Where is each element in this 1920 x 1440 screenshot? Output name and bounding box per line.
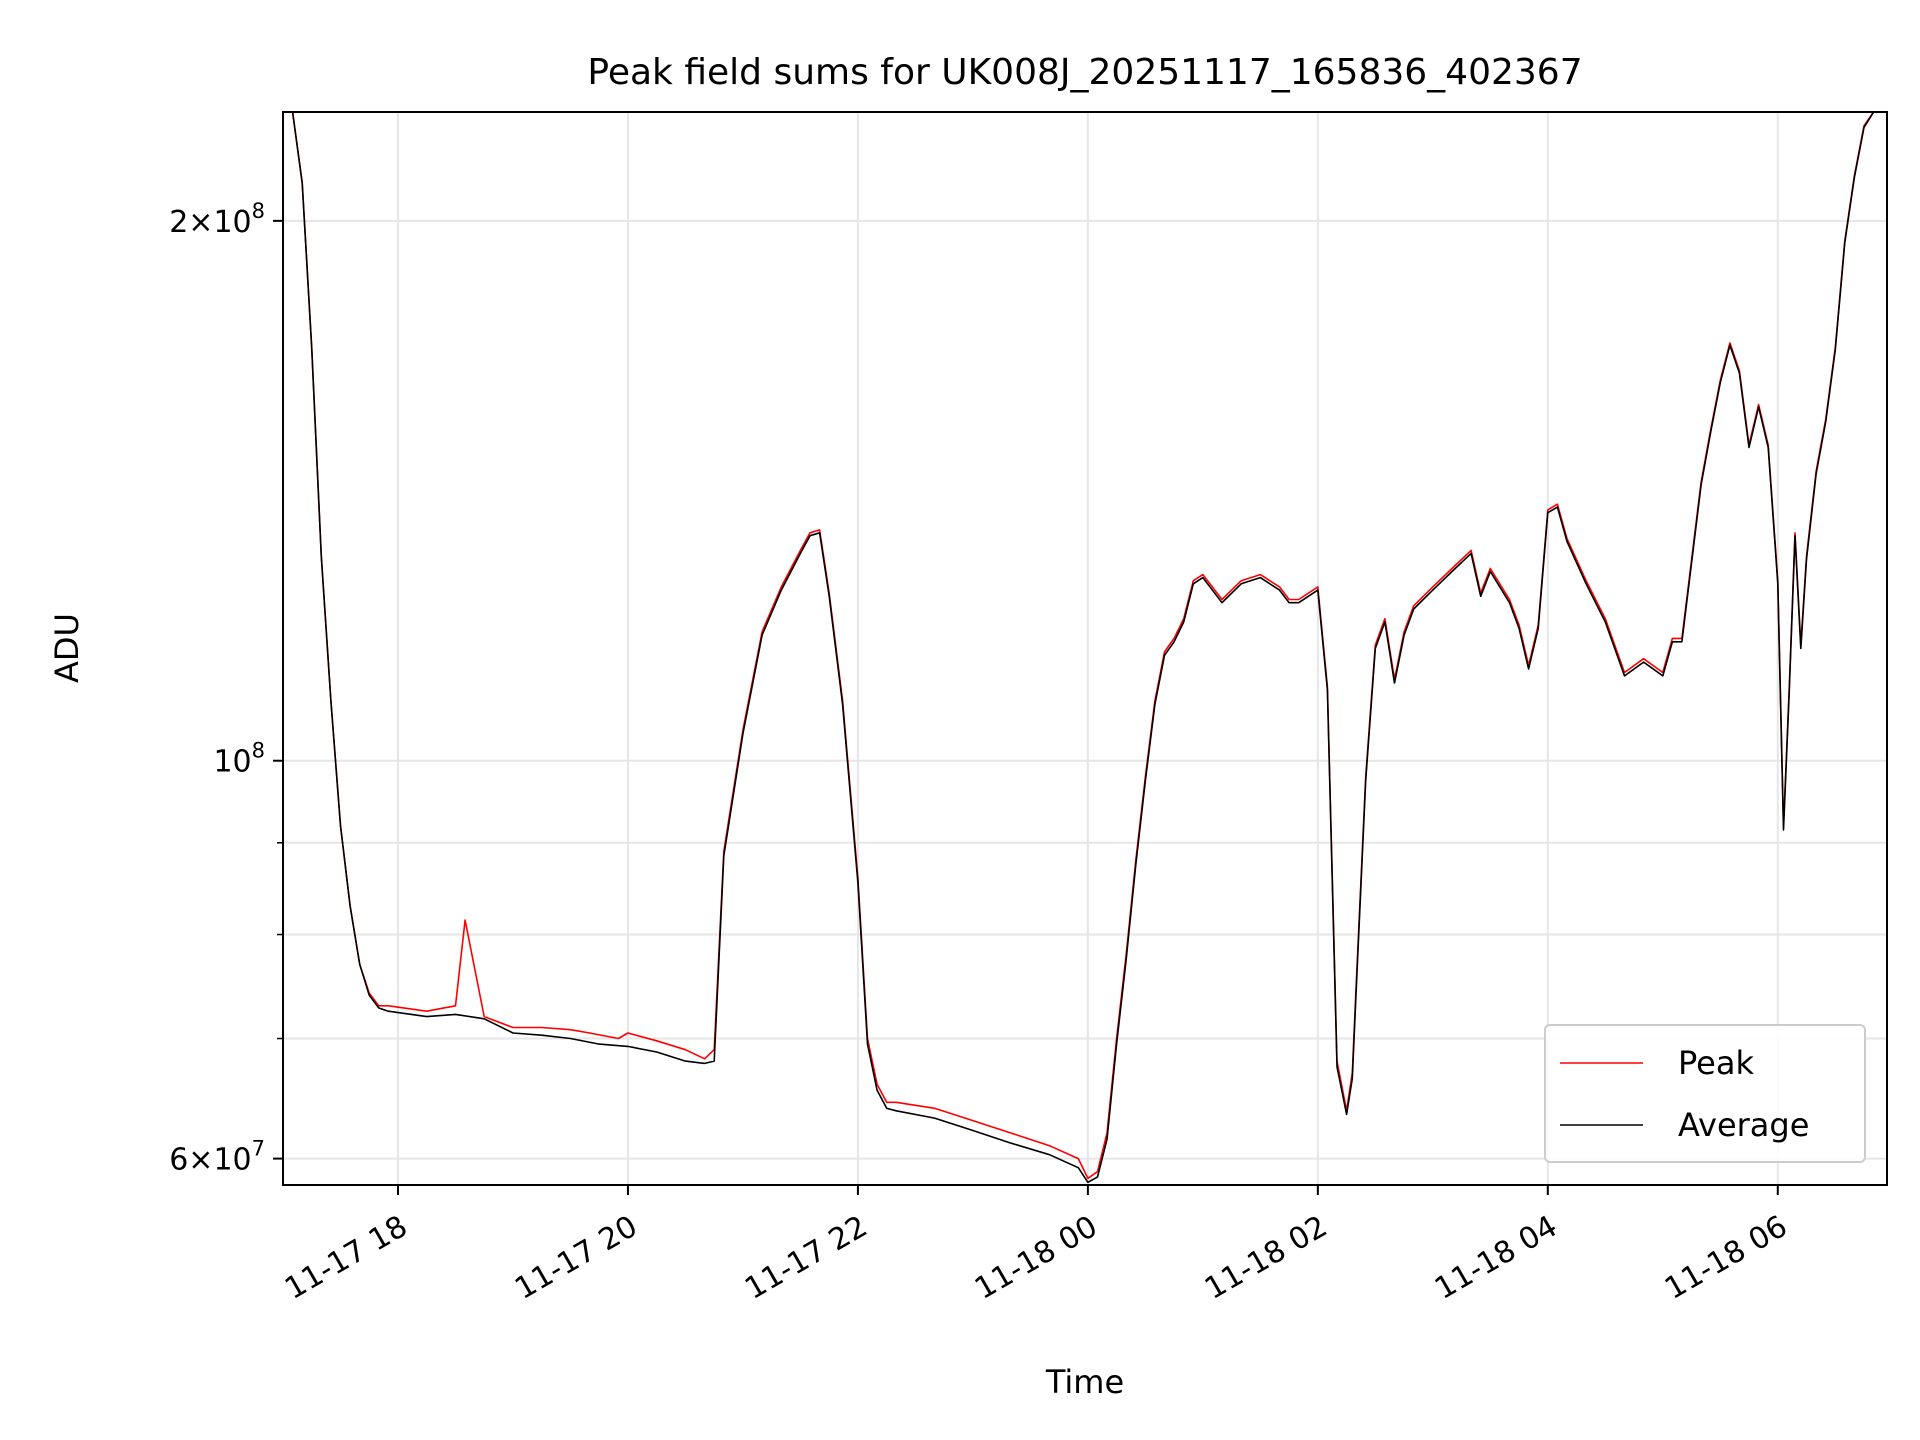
- series-layer: [283, 112, 1887, 1184]
- legend-box: [1544, 1024, 1866, 1163]
- y-tick-label: 6×107: [169, 1137, 265, 1178]
- y-tick-label: 2×108: [169, 199, 265, 240]
- legend-label-peak: Peak: [1678, 1044, 1754, 1082]
- x-axis-label: Time: [1045, 1363, 1124, 1401]
- grid: [283, 112, 1887, 1185]
- legend: Peak Average: [1544, 1024, 1866, 1163]
- plot-frame: [282, 111, 1888, 1186]
- chart-title: Peak field sums for UK008J_20251117_1658…: [587, 52, 1582, 93]
- series-line-average: [283, 112, 1887, 1184]
- y-axis-label: ADU: [48, 613, 86, 683]
- y-tick-label: 108: [213, 739, 265, 780]
- legend-label-average: Average: [1678, 1106, 1809, 1144]
